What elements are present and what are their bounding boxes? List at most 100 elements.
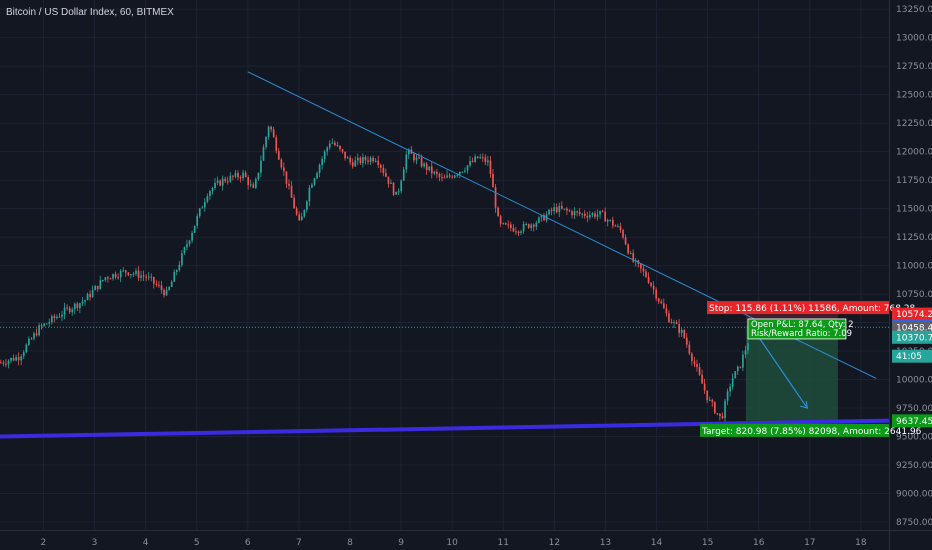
- candle-down: [96, 285, 99, 290]
- candle-down: [160, 285, 163, 290]
- candle-down: [359, 157, 362, 164]
- candle-down: [107, 277, 109, 279]
- candle-down: [642, 268, 645, 272]
- candle-down: [35, 333, 38, 336]
- candle-up: [599, 210, 601, 215]
- candle-down: [476, 156, 479, 159]
- candle-up: [591, 213, 594, 216]
- candle-down: [224, 178, 227, 182]
- candle-down: [290, 185, 293, 198]
- candle-up: [313, 178, 316, 185]
- candle-down: [2, 362, 5, 364]
- candle-up: [374, 160, 377, 162]
- x-tick-label: 15: [702, 538, 713, 548]
- candle-up: [453, 175, 456, 178]
- candle-up: [63, 307, 66, 315]
- candle-up: [99, 280, 102, 290]
- candle-up: [731, 378, 734, 387]
- y-tick-label: 12000.00: [896, 148, 932, 158]
- candle-down: [711, 399, 714, 403]
- candle-down: [693, 361, 696, 365]
- candle-down: [660, 301, 663, 304]
- candle-up: [300, 216, 303, 221]
- candle-up: [558, 206, 561, 213]
- candle-up: [181, 253, 183, 265]
- candle-down: [619, 226, 622, 231]
- candle-up: [147, 276, 150, 278]
- y-tick-label: 9000.00: [896, 490, 932, 500]
- candle-down: [576, 211, 578, 213]
- candle-up: [606, 220, 609, 222]
- candle-up: [469, 160, 471, 166]
- candle-up: [331, 142, 334, 144]
- candle-up: [326, 147, 329, 152]
- candle-down: [341, 149, 344, 152]
- candle-down: [484, 157, 487, 163]
- candle-down: [237, 172, 239, 178]
- candle-down: [293, 197, 295, 209]
- candle-up: [221, 178, 224, 186]
- candle-down: [372, 157, 374, 162]
- candle-up: [609, 219, 612, 221]
- candle-down: [494, 187, 497, 208]
- stop-annotation: Stop: 115.86 (1.11%) 11586, Amount: 768.…: [709, 304, 916, 314]
- candle-down: [277, 151, 280, 160]
- price-label-last: [892, 320, 932, 334]
- x-tick-label: 6: [245, 538, 251, 548]
- candle-down: [336, 145, 339, 147]
- candle-up: [520, 231, 522, 233]
- candle-down: [53, 316, 56, 319]
- candle-up: [553, 207, 556, 212]
- pnl-annotation: Open P&L: 87.64, Qty: 2: [751, 320, 854, 330]
- x-tick-label: 11: [498, 538, 509, 548]
- candle-down: [721, 415, 724, 419]
- y-tick-label: 11000.00: [896, 262, 932, 272]
- candle-down: [5, 363, 7, 365]
- candle-up: [708, 399, 711, 401]
- candle-up: [390, 182, 392, 184]
- candle-down: [640, 263, 642, 269]
- y-tick-label: 10000.00: [896, 376, 932, 386]
- price-label-profit: [892, 330, 932, 344]
- candle-down: [163, 289, 165, 296]
- x-tick-label: 13: [600, 538, 611, 548]
- candle-down: [510, 224, 512, 228]
- candle-down: [683, 330, 686, 338]
- candle-down: [40, 325, 43, 327]
- x-tick-label: 10: [446, 538, 458, 548]
- candle-up: [135, 270, 137, 274]
- candle-down: [622, 230, 624, 238]
- candle-down: [532, 224, 535, 227]
- candle-down: [627, 244, 629, 254]
- candle-up: [242, 172, 244, 179]
- candle-down: [703, 383, 706, 391]
- candle-up: [104, 277, 107, 281]
- candle-down: [696, 364, 698, 368]
- candle-up: [535, 222, 538, 227]
- candle-down: [413, 153, 415, 161]
- candle-up: [20, 356, 23, 361]
- candle-up: [596, 214, 599, 217]
- candle-down: [430, 166, 433, 174]
- candle-up: [318, 164, 321, 174]
- candle-up: [267, 126, 270, 137]
- candle-up: [79, 303, 81, 309]
- candle-up: [71, 309, 74, 313]
- candle-up: [15, 357, 17, 361]
- candle-up: [33, 333, 35, 339]
- candle-down: [76, 303, 79, 309]
- candle-up: [262, 147, 265, 161]
- candle-up: [260, 160, 262, 173]
- y-tick-label: 11500.00: [896, 205, 932, 215]
- x-tick-label: 17: [804, 538, 815, 548]
- x-tick-label: 9: [398, 538, 404, 548]
- candle-up: [86, 293, 89, 301]
- price-label-text: 10574.29: [896, 310, 932, 320]
- candle-down: [385, 172, 387, 177]
- candle-down: [443, 177, 446, 179]
- candle-down: [420, 157, 423, 167]
- candle-down: [66, 307, 68, 309]
- candle-down: [583, 213, 586, 216]
- candle-up: [198, 208, 201, 217]
